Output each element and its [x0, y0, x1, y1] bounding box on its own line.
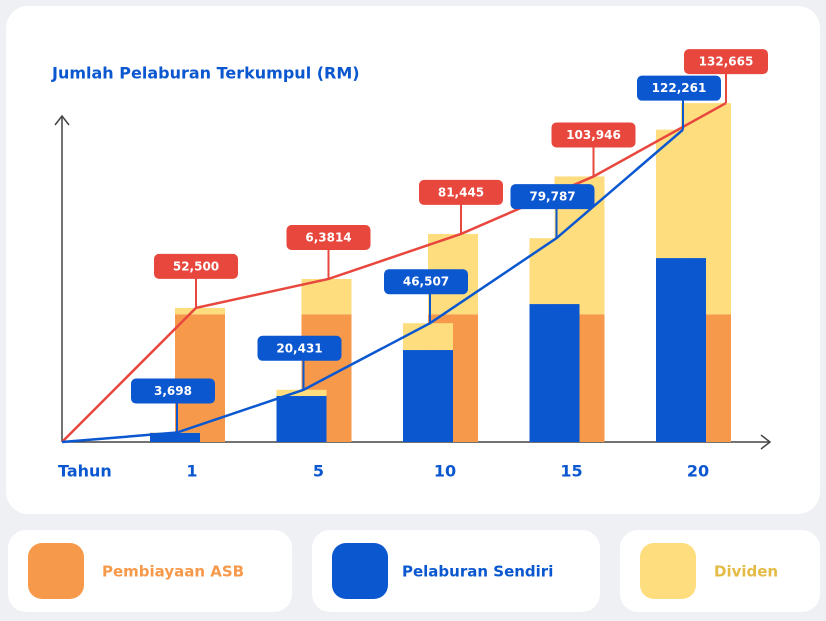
bar-segment: [276, 389, 327, 397]
bar-segment: [150, 432, 200, 442]
callout: [637, 75, 721, 101]
x-tick-label: 1: [186, 462, 197, 481]
bar-segment: [529, 238, 580, 305]
x-tick-label: 15: [560, 462, 582, 481]
callout: [419, 179, 503, 205]
data-label: 3,698: [154, 384, 192, 398]
x-tick-label: 10: [434, 462, 456, 481]
callout: [510, 184, 595, 210]
bar-segment: [175, 314, 225, 442]
line: [61, 128, 684, 444]
data-label: 81,445: [438, 185, 484, 199]
x-tick-label: 5: [313, 462, 324, 481]
y-axis-label: Jumlah Pelaburan Terkumpul (RM): [51, 64, 360, 83]
data-label: 52,500: [173, 259, 219, 273]
bar-segment: [403, 323, 453, 351]
bar-segment: [656, 129, 706, 259]
callout: [551, 122, 636, 148]
legend-label: Pembiayaan ASB: [102, 563, 244, 581]
callout: [154, 253, 238, 279]
callout: [131, 378, 215, 404]
y-arrow: [54, 114, 70, 126]
data-label: 79,787: [529, 190, 575, 204]
x-arrow: [760, 434, 772, 450]
callout: [684, 49, 768, 75]
line: [61, 101, 727, 443]
data-label: 20,431: [276, 341, 322, 355]
legend-swatch: [640, 543, 696, 599]
legend-label: Dividen: [714, 563, 778, 581]
x-tick-label: 20: [687, 462, 709, 481]
callout: [384, 269, 468, 295]
data-label: 6,3814: [305, 230, 351, 244]
bar-segment: [656, 258, 706, 442]
bar-segment: [175, 307, 225, 315]
bar-segment: [403, 350, 453, 442]
callout: [286, 224, 371, 250]
legend-label: Pelaburan Sendiri: [402, 563, 553, 581]
bar-segment: [301, 278, 352, 315]
data-label: 132,665: [699, 55, 754, 69]
x-axis-label: Tahun: [58, 462, 112, 481]
bar-segment: [276, 396, 327, 442]
callout: [257, 335, 342, 361]
data-label: 122,261: [652, 81, 707, 95]
data-label: 103,946: [566, 128, 621, 142]
data-label: 46,507: [403, 275, 449, 289]
legend-swatch: [332, 543, 388, 599]
legend-swatch: [28, 543, 84, 599]
bar-segment: [529, 304, 580, 442]
